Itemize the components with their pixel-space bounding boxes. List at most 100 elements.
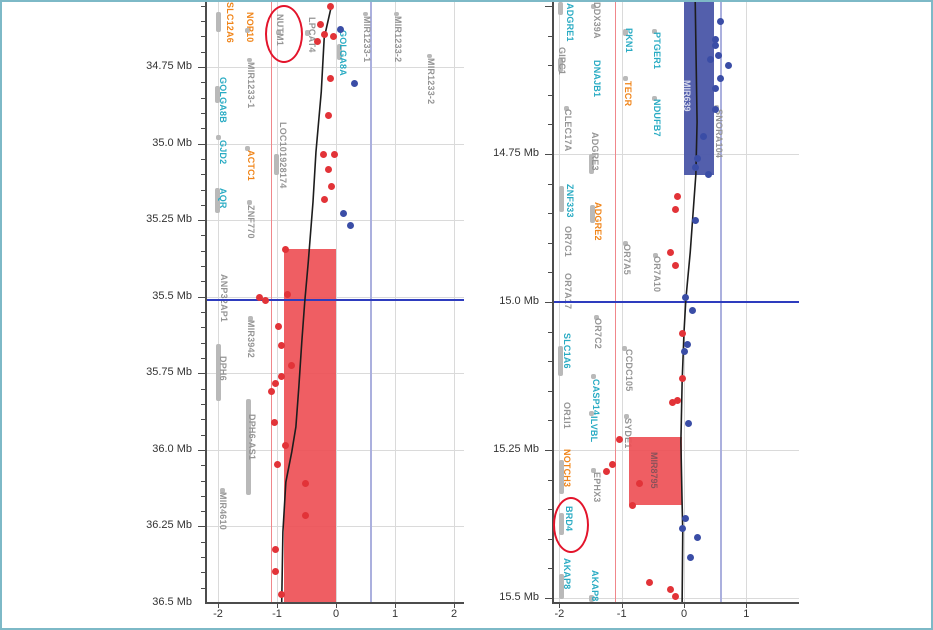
- gene-label-mir1233-2: MIR1233-2: [426, 58, 436, 105]
- data-point-red: [669, 398, 677, 406]
- gridline-vertical: [277, 2, 278, 602]
- data-point-red: [277, 590, 285, 598]
- data-point-red: [320, 31, 328, 39]
- gridline-horizontal: [207, 143, 464, 145]
- annotation-circle-brd4: [553, 497, 589, 553]
- y-axis-major-tick: [198, 449, 205, 451]
- gene-label-ilvbl: ILVBL: [589, 416, 599, 443]
- data-point-red: [302, 511, 310, 519]
- gene-body-bar: [394, 12, 399, 16]
- data-point-red: [328, 182, 336, 190]
- segment-mean-line: [280, 3, 333, 602]
- data-point-blue: [691, 163, 699, 171]
- gene-label-aqr: AQR: [218, 188, 228, 209]
- y-axis-tick-label: 14.75 Mb: [493, 147, 539, 159]
- x-axis-tick-label: -2: [213, 608, 223, 620]
- gene-body-bar: [622, 346, 627, 351]
- data-point-red: [274, 322, 282, 330]
- data-point-blue: [711, 35, 719, 43]
- y-axis-tick-label: 15.5 Mb: [499, 591, 539, 603]
- y-axis-minor-tick: [201, 21, 205, 23]
- y-axis-minor-tick: [201, 557, 205, 559]
- y-axis-minor-tick: [548, 183, 552, 185]
- gene-label-dnajb1: DNAJB1: [592, 60, 602, 98]
- plot-area[interactable]: SLC12A6 NOP10 NUTM1 LPCAT4 GOLGA8A MIR1233-1 M…: [207, 2, 464, 602]
- plot-area[interactable]: ADGRE1 DDX39A PKN1 PTGER1 GIPC1 DNAJB1 TECR NDU…: [554, 2, 799, 602]
- gene-body-bar: [216, 135, 221, 140]
- gene-label-ephx3: EPHX3: [592, 472, 602, 503]
- y-axis-minor-tick: [201, 97, 205, 99]
- y-axis-major-tick: [545, 6, 552, 7]
- x-axis-line: [552, 602, 799, 604]
- gene-label-or1i1: OR1I1: [562, 402, 572, 430]
- data-point-blue: [685, 420, 693, 428]
- gene-body-bar: [589, 595, 594, 602]
- gene-label-gipc1: GIPC1: [557, 47, 567, 76]
- gene-label-adgre2: ADGRE2: [593, 202, 603, 241]
- gene-body-bar: [427, 54, 432, 58]
- data-point-red: [313, 38, 321, 46]
- data-point-red: [281, 246, 289, 254]
- gene-label-actc1: ACTC1: [246, 150, 256, 182]
- data-point-blue: [705, 171, 713, 179]
- y-axis-tick-label: 35.75 Mb: [146, 366, 192, 379]
- y-axis-minor-tick: [548, 509, 552, 511]
- gene-body-bar: [220, 488, 225, 493]
- x-axis-tick: [454, 604, 455, 608]
- data-point-red: [672, 205, 680, 213]
- gene-label-clec17a: CLEC17A: [563, 109, 573, 152]
- y-axis-major-tick: [545, 598, 552, 599]
- data-point-red: [273, 461, 281, 469]
- data-point-red: [671, 592, 679, 600]
- data-point-blue: [336, 26, 344, 34]
- gene-body-bar: [559, 186, 564, 212]
- x-axis-tick-label: 1: [743, 608, 750, 620]
- data-point-red: [329, 32, 337, 40]
- data-point-blue: [714, 51, 722, 59]
- gene-label-lpcat4: LPCAT4: [307, 17, 317, 53]
- x-axis-tick-label: -2: [554, 608, 565, 620]
- deletion-segment-rect: [284, 249, 336, 602]
- y-axis-minor-tick: [548, 242, 552, 244]
- y-axis-minor-tick: [548, 568, 552, 570]
- gridline-horizontal: [207, 67, 464, 68]
- gridline-vertical: [454, 2, 455, 602]
- y-axis-minor-tick: [548, 538, 552, 540]
- gene-label-golga8a: GOLGA8A: [338, 30, 348, 76]
- gene-label-or7a17: OR7A17: [563, 273, 573, 310]
- y-axis-minor-tick: [201, 388, 205, 390]
- data-point-blue: [347, 222, 355, 230]
- gene-body-bar: [623, 241, 628, 246]
- y-axis-tick-label: 35.0 Mb: [152, 136, 192, 149]
- data-point-red: [319, 151, 327, 159]
- gene-label-znf770: ZNF770: [246, 205, 256, 239]
- x-axis-tick: [746, 604, 748, 608]
- y-axis-minor-tick: [201, 541, 205, 543]
- gene-body-bar: [594, 315, 599, 320]
- gain-threshold-line: [370, 2, 373, 602]
- y-axis-minor-tick: [201, 465, 205, 467]
- y-axis-major-tick: [198, 373, 205, 375]
- gene-body-bar: [590, 205, 595, 223]
- data-point-blue: [689, 306, 697, 314]
- y-axis-minor-tick: [201, 189, 205, 191]
- y-axis-minor-tick: [548, 420, 552, 422]
- y-axis-major-tick: [198, 220, 205, 222]
- data-point-red: [271, 545, 279, 553]
- gene-body-bar: [363, 12, 368, 16]
- y-axis-tick-label: 34.75 Mb: [146, 60, 192, 72]
- y-axis-minor-tick: [201, 403, 205, 405]
- gene-body-bar: [652, 29, 657, 34]
- data-point-blue: [681, 514, 689, 522]
- data-point-red: [302, 480, 310, 488]
- gridline-horizontal: [554, 154, 799, 155]
- segment-gene-label-mir639: MIR639: [682, 80, 692, 112]
- y-axis-tick-label: 35.25 Mb: [146, 213, 192, 226]
- y-axis-minor-tick: [201, 51, 205, 53]
- gene-body-bar: [558, 58, 563, 72]
- y-axis-minor-tick: [201, 266, 205, 268]
- y-axis-minor-tick: [201, 250, 205, 252]
